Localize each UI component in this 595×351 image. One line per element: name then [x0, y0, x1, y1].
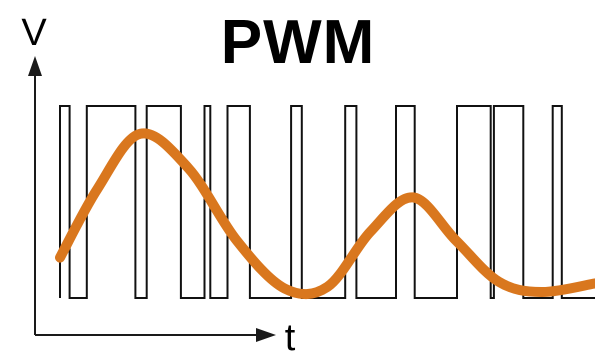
x-axis-label: t — [285, 317, 296, 351]
pwm-signal-line — [59, 105, 595, 299]
y-axis-arrowhead — [28, 56, 42, 76]
analog-wave-line — [55, 128, 595, 300]
x-axis-arrowhead — [256, 328, 276, 342]
y-axis-label: V — [21, 12, 47, 54]
diagram-title: PWM — [221, 8, 376, 77]
